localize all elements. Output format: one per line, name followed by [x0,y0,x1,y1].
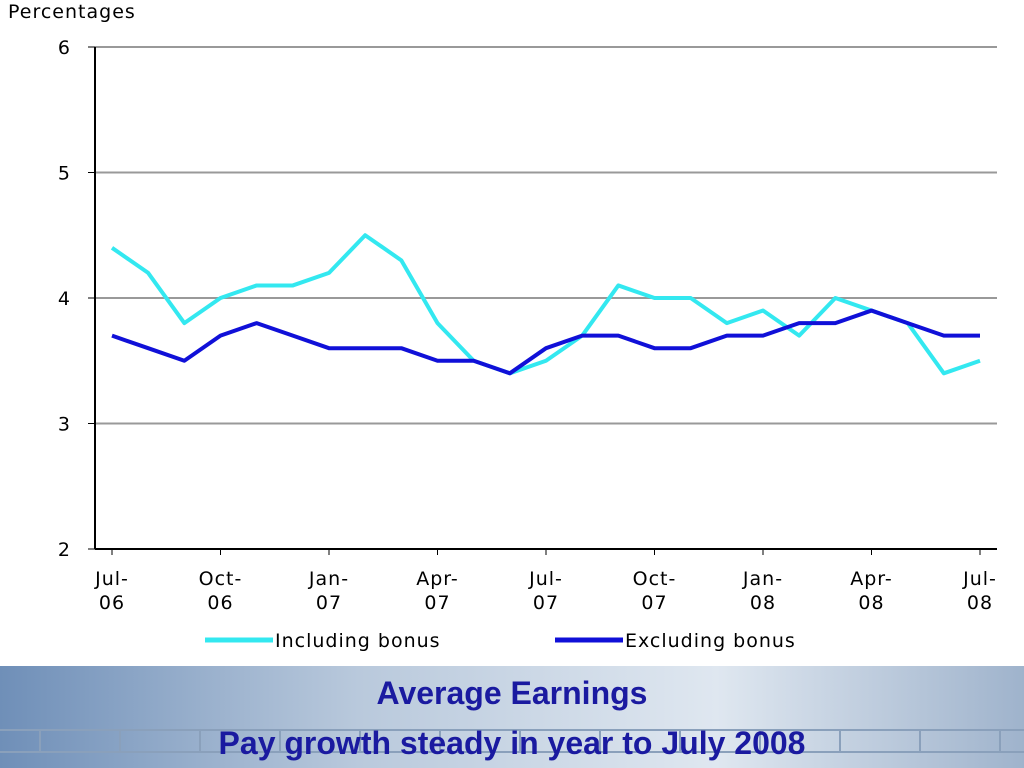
chart-subtitle: Pay growth steady in year to July 2008 [219,725,806,761]
banner-bricks [0,729,1024,753]
x-tick-label: Jul-07 [528,568,563,614]
y-tick-label: 4 [58,288,71,310]
x-tick-label: Apr-08 [850,568,893,614]
legend-label: Excluding bonus [625,630,796,652]
x-tick-label: Jul-06 [94,568,129,614]
x-tick-label: Oct-06 [199,568,243,614]
legend-label: Including bonus [275,630,441,652]
y-axis-label: Percentages [8,1,136,23]
series-line [110,233,981,376]
x-tick-label: Apr-07 [416,568,459,614]
x-tick-label: Jan-07 [308,568,349,614]
chart-title: Average Earnings [377,675,648,711]
x-tick-label: Oct-07 [633,568,677,614]
x-tick-label: Jan-08 [742,568,783,614]
y-tick-label: 6 [58,37,71,59]
y-tick-label: 2 [58,539,71,561]
series-line [111,308,980,376]
y-tick-label: 5 [58,163,71,185]
x-tick-label: Jul-08 [962,568,997,614]
y-tick-label: 3 [58,414,71,436]
